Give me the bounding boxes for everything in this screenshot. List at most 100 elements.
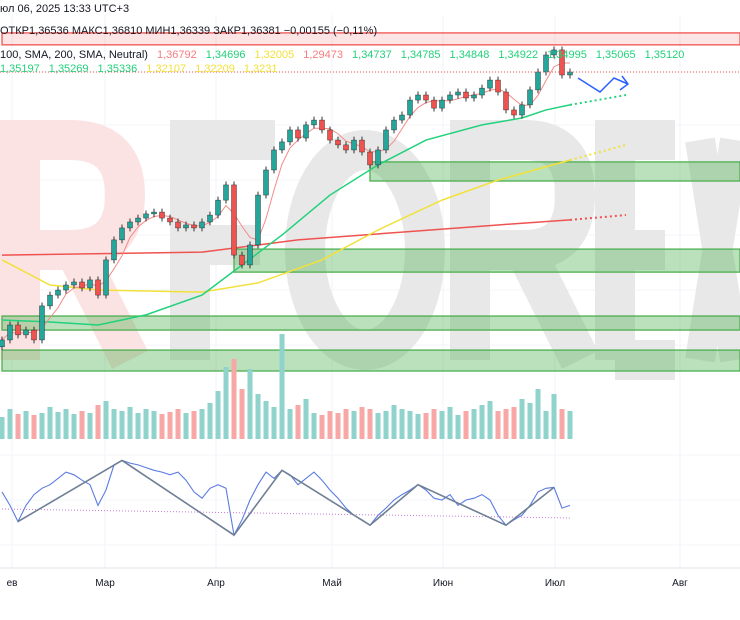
volume-bar: [127, 407, 133, 439]
indicator-value: 1,34696: [205, 49, 246, 61]
candle: [407, 99, 413, 116]
rsi-zigzag: [17, 459, 555, 537]
indicator-value: 1,35269: [48, 63, 89, 75]
candle: [167, 217, 173, 223]
indicator-value: 1,35120: [644, 49, 685, 61]
candle: [239, 254, 245, 266]
indicator-value: 1,34785: [400, 49, 441, 61]
candle: [375, 149, 381, 166]
candle: [119, 227, 125, 241]
volume-bar: [327, 411, 333, 439]
volume-bar: [7, 409, 13, 439]
candle: [127, 221, 133, 229]
candle: [103, 259, 109, 296]
candle: [159, 211, 165, 219]
volume-bar: [47, 407, 53, 439]
volume-bar: [175, 409, 181, 439]
candle: [47, 294, 53, 307]
volume-bar: [519, 399, 525, 439]
volume-bar: [455, 415, 461, 439]
candle: [327, 129, 333, 141]
watermark-letter-e: [595, 120, 675, 380]
volume-bar: [135, 413, 141, 439]
volume-bar: [207, 403, 213, 439]
candle: [551, 49, 557, 56]
indicator-value: 1,34848: [449, 49, 490, 61]
candle: [215, 199, 221, 216]
candle: [447, 94, 453, 101]
candle: [527, 89, 533, 106]
volume-bar: [311, 413, 317, 439]
candle: [519, 104, 525, 116]
volume-bar: [399, 409, 405, 439]
volume-bar: [0, 417, 5, 439]
sma200-line: [1, 219, 571, 256]
candle: [351, 139, 357, 151]
candle: [311, 119, 317, 126]
sma50-line: [1, 104, 571, 326]
rsi-trendline: [1, 508, 571, 519]
moving-averages: [1, 62, 627, 341]
volume-bar: [71, 414, 77, 439]
candle: [7, 324, 13, 341]
candle: [383, 129, 389, 151]
volume-bar: [87, 413, 93, 439]
volume-bar: [223, 367, 229, 439]
candle: [143, 213, 149, 219]
candle: [455, 91, 461, 96]
volume-bar: [287, 409, 293, 439]
volume-bar: [407, 411, 413, 439]
candle: [207, 214, 213, 223]
candles: [0, 46, 573, 351]
watermark-letter-r2: [450, 120, 598, 369]
volume-bar: [343, 409, 349, 439]
candle: [343, 144, 349, 151]
volume-bar: [103, 401, 109, 439]
volume-bar: [31, 415, 37, 439]
volume-bar: [511, 407, 517, 439]
volume-bar: [567, 411, 573, 439]
rsi-line: [1, 459, 571, 537]
candle: [135, 217, 141, 223]
candle: [183, 224, 189, 229]
indicator-legend: 100, SMA, 200, SMA, Neutral) 1,36792 1,346…: [0, 48, 740, 76]
volume-bar: [479, 405, 485, 439]
volume-bar: [303, 399, 309, 439]
candle: [511, 109, 517, 116]
volume-bar: [319, 415, 325, 439]
support-zone: [233, 248, 740, 273]
volume-bar: [535, 389, 541, 439]
support-zone: [369, 161, 740, 182]
indicator-value: 1,32107: [146, 63, 187, 75]
volume-bar: [95, 405, 101, 439]
ohlc-legend: ОТКР1,36536 МАКС1,36810 МИН1,36339 ЗАКР1…: [0, 25, 378, 37]
volume-bar: [439, 411, 445, 439]
rsi-panel: [1, 459, 571, 537]
volume-bar: [215, 391, 221, 439]
candle: [503, 91, 509, 111]
indicator-value: 1,34737: [352, 49, 392, 61]
zones: [1, 32, 740, 372]
volume-bar: [471, 409, 477, 439]
volume-bar: [383, 411, 389, 439]
volume-bar: [431, 409, 437, 439]
candle: [303, 124, 309, 139]
candle: [0, 339, 5, 348]
x-axis-label: Авг: [672, 578, 688, 589]
volume-bar: [23, 411, 29, 439]
candle: [287, 129, 293, 143]
candle: [55, 289, 61, 296]
indicator-value: 1,34922: [498, 49, 539, 61]
candle: [399, 114, 405, 121]
volume-bar: [39, 413, 45, 439]
volume-bar: [111, 409, 117, 439]
candle: [175, 221, 181, 229]
volume-bar: [543, 411, 549, 439]
candle: [279, 141, 285, 151]
candle: [295, 129, 301, 139]
watermark-letter-x: [685, 137, 740, 363]
sma200-projection: [569, 214, 627, 221]
candle: [15, 324, 21, 336]
volume-bar: [271, 407, 277, 439]
